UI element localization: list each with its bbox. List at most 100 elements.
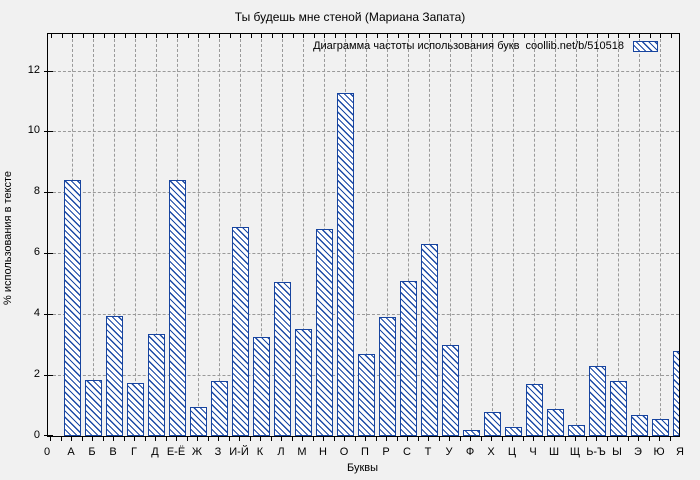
x-tick-label: Ц [507, 446, 517, 458]
x-tick-mark-bottom [60, 436, 62, 441]
x-tick-mark-top [229, 34, 231, 38]
x-tick-mark-top [555, 34, 556, 38]
x-tick-mark-top [565, 34, 567, 38]
x-tick-mark-bottom [375, 436, 377, 441]
v-gridline [576, 34, 577, 436]
x-tick-mark-bottom [564, 436, 566, 441]
plot-area [44, 33, 680, 437]
x-tick-mark-bottom [575, 436, 576, 441]
legend-label: Диаграмма частоты использования букв coo… [313, 40, 624, 52]
x-tick-mark-bottom [459, 436, 461, 441]
x-tick-mark-bottom [155, 436, 156, 441]
x-tick-mark-bottom [323, 436, 324, 441]
x-tick-mark-bottom [71, 436, 72, 441]
y-tick-label: 0 [33, 429, 40, 441]
v-gridline [114, 34, 115, 436]
bar-И-Й [231, 227, 249, 436]
bar-layer [48, 34, 679, 436]
x-tick-mark-bottom [207, 436, 209, 441]
x-tick-mark-bottom [659, 436, 660, 441]
x-tick-mark-top [639, 34, 640, 38]
x-tick-mark-top [313, 34, 315, 38]
x-tick-mark-bottom [197, 436, 198, 441]
x-tick-mark-bottom [596, 436, 597, 441]
y-tick-mark [44, 71, 53, 72]
x-tick-mark-bottom [134, 436, 135, 441]
h-gridline [48, 314, 679, 315]
x-tick-mark-bottom [123, 436, 125, 441]
x-tick-mark-bottom [291, 436, 293, 441]
x-tick-mark-top [439, 34, 441, 38]
x-tick-label: С [403, 446, 411, 458]
x-tick-mark-top [628, 34, 630, 38]
x-tick-mark-top [345, 34, 346, 38]
bar-О [336, 93, 354, 436]
x-tick-label: И-Й [229, 446, 249, 458]
x-tick-mark-bottom [92, 436, 93, 441]
x-tick-mark-top [334, 34, 336, 38]
x-tick-mark-bottom [176, 436, 177, 441]
x-tick-label: Ю [653, 446, 665, 458]
x-tick-mark-top [282, 34, 283, 38]
v-gridline [660, 34, 661, 436]
x-tick-mark-top [418, 34, 420, 38]
x-tick-mark-bottom [239, 436, 240, 441]
y-tick-label: 6 [33, 246, 40, 258]
x-tick-mark-bottom [344, 436, 345, 441]
x-tick-mark-top [103, 34, 105, 38]
x-tick-label: Г [131, 446, 137, 458]
v-gridline [219, 34, 220, 436]
x-tick-mark-bottom [554, 436, 555, 441]
x-tick-mark-top [618, 34, 619, 38]
bar-З [210, 381, 228, 436]
bar-В [105, 316, 123, 436]
x-tick-mark-top [523, 34, 525, 38]
x-tick-label: Б [88, 446, 96, 458]
v-gridline [282, 34, 283, 436]
bar-Ь-Ъ [588, 366, 606, 436]
x-tick-mark-top [586, 34, 588, 38]
x-tick-mark-top [51, 34, 52, 38]
x-tick-mark-bottom [186, 436, 188, 441]
x-tick-mark-bottom [617, 436, 618, 441]
x-tick-label: Ж [191, 446, 203, 458]
x-tick-mark-bottom [249, 436, 251, 441]
x-tick-mark-bottom [218, 436, 219, 441]
x-tick-mark-bottom [501, 436, 503, 441]
bar-Н [315, 229, 333, 436]
bar-Ы [609, 381, 627, 436]
x-tick-mark-bottom [417, 436, 419, 441]
bar-Ц [504, 427, 522, 436]
x-tick-mark-top [72, 34, 73, 38]
x-tick-mark-top [250, 34, 252, 38]
y-tick-label: 2 [33, 368, 40, 380]
x-tick-mark-top [607, 34, 609, 38]
x-tick-label: О [339, 446, 349, 458]
x-tick-mark-top [208, 34, 210, 38]
h-gridline [48, 192, 679, 193]
y-tick-mark [44, 314, 53, 315]
x-tick-label: П [361, 446, 369, 458]
y-tick-label: 10 [27, 124, 40, 136]
v-gridline [639, 34, 640, 436]
x-tick-mark-top [240, 34, 241, 38]
x-tick-label: Р [382, 446, 390, 458]
x-tick-mark-top [376, 34, 378, 38]
x-tick-label: Л [277, 446, 285, 458]
x-tick-mark-top [145, 34, 147, 38]
x-tick-mark-top [597, 34, 598, 38]
v-gridline [492, 34, 493, 436]
bar-Я [672, 351, 679, 436]
x-tick-mark-top [408, 34, 409, 38]
x-tick-mark-top [219, 34, 220, 38]
x-tick-mark-top [271, 34, 273, 38]
v-gridline [534, 34, 535, 436]
x-tick-mark-top [502, 34, 504, 38]
bar-Ш [546, 409, 564, 436]
v-gridline [597, 34, 598, 436]
bar-П [357, 354, 375, 436]
x-tick-mark-bottom [491, 436, 492, 441]
x-tick-mark-bottom [480, 436, 482, 441]
v-gridline [618, 34, 619, 436]
x-tick-mark-top [534, 34, 535, 38]
